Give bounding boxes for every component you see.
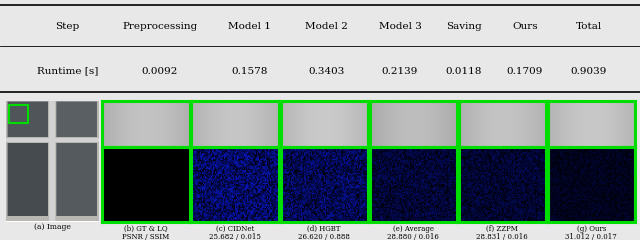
Text: PSNR / SSIM: PSNR / SSIM [122,233,170,240]
Text: Total: Total [575,22,602,31]
Text: 28.831 / 0.016: 28.831 / 0.016 [476,233,528,240]
Text: (g) Ours: (g) Ours [577,225,606,233]
Text: (b) GT & LQ: (b) GT & LQ [124,225,168,233]
Text: 0.3403: 0.3403 [308,66,344,76]
Bar [10,105,28,123]
Text: Model 2: Model 2 [305,22,348,31]
Text: (e) Average: (e) Average [393,225,434,233]
Text: (d) HGBT: (d) HGBT [307,225,341,233]
Text: (f) ZZPM: (f) ZZPM [486,225,518,233]
Text: 0.2139: 0.2139 [382,66,418,76]
Text: 0.0118: 0.0118 [446,66,482,76]
Text: 31.012 / 0.017: 31.012 / 0.017 [565,233,617,240]
Text: Preprocessing: Preprocessing [122,22,198,31]
Text: (c) CIDNet: (c) CIDNet [216,225,254,233]
Text: Model 3: Model 3 [379,22,421,31]
Text: 25.682 / 0.015: 25.682 / 0.015 [209,233,261,240]
Text: 0.1709: 0.1709 [507,66,543,76]
Text: 0.0092: 0.0092 [142,66,178,76]
Text: Ours: Ours [512,22,538,31]
Text: 26.620 / 0.888: 26.620 / 0.888 [298,233,350,240]
Text: Step: Step [55,22,79,31]
Text: 0.1578: 0.1578 [232,66,268,76]
Text: Saving: Saving [446,22,482,31]
Text: 0.9039: 0.9039 [571,66,607,76]
Text: (a) Image: (a) Image [35,223,71,231]
Text: Model 1: Model 1 [228,22,271,31]
Text: Runtime [s]: Runtime [s] [36,66,98,76]
Text: 28.880 / 0.016: 28.880 / 0.016 [387,233,439,240]
